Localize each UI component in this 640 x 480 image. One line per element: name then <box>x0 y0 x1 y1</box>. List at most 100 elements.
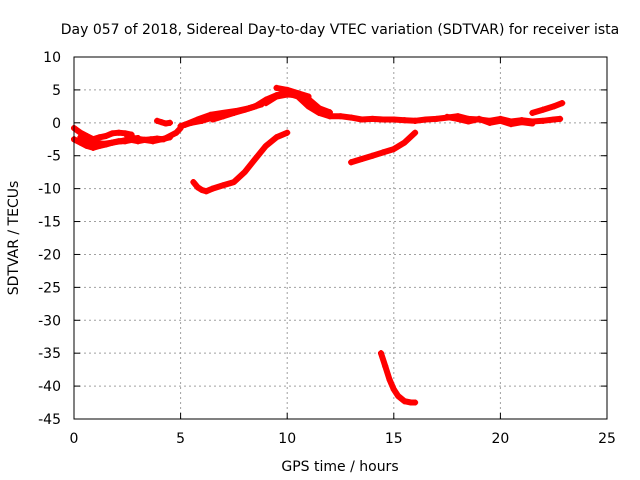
data-point <box>252 156 259 163</box>
data-point <box>358 116 365 123</box>
y-tick-label: -30 <box>38 313 61 329</box>
data-point <box>294 90 301 97</box>
data-point <box>378 350 385 357</box>
series-line <box>273 84 312 100</box>
data-point <box>90 144 97 151</box>
data-point <box>262 100 269 107</box>
data-point <box>412 117 419 124</box>
data-point <box>386 376 393 383</box>
data-point <box>550 103 557 110</box>
series-arc-11 <box>190 129 291 195</box>
data-point <box>149 138 156 145</box>
data-point <box>77 134 84 141</box>
chart-title: Day 057 of 2018, Sidereal Day-to-day VTE… <box>61 22 619 38</box>
data-point <box>380 116 387 123</box>
series-arc-16 <box>529 100 566 116</box>
data-point <box>207 111 214 118</box>
series-arc-4 <box>124 132 173 145</box>
data-point <box>181 121 188 128</box>
series-arc-5 <box>154 117 173 127</box>
data-point <box>194 184 201 191</box>
y-tick-label: -35 <box>38 346 61 362</box>
data-point <box>401 117 408 124</box>
data-point <box>316 105 323 112</box>
y-axis-label: SDTVAR / TECUs <box>6 181 22 296</box>
data-point <box>141 136 148 143</box>
data-point <box>390 386 397 393</box>
data-point <box>497 117 504 124</box>
data-point <box>380 149 387 156</box>
x-tick-label: 10 <box>278 431 296 447</box>
data-point <box>284 129 291 136</box>
data-point <box>115 129 122 136</box>
y-tick-label: -10 <box>38 182 61 198</box>
x-axis-label: GPS time / hours <box>281 459 398 475</box>
data-point <box>241 106 248 113</box>
data-point <box>337 113 344 120</box>
data-point <box>369 152 376 159</box>
data-point <box>348 159 355 166</box>
data-point <box>190 179 197 186</box>
data-point <box>109 130 116 137</box>
series-arc-12 <box>348 129 419 166</box>
series-line <box>190 129 291 195</box>
data-point <box>540 106 547 113</box>
data-point <box>166 134 173 141</box>
data-point <box>154 117 161 124</box>
y-tick-label: -5 <box>47 149 61 165</box>
data-point <box>390 116 397 123</box>
data-point <box>117 138 124 145</box>
data-point <box>401 398 408 405</box>
data-point <box>209 185 216 192</box>
data-point <box>194 116 201 123</box>
data-point <box>230 179 237 186</box>
data-point <box>395 392 402 399</box>
data-point <box>518 119 525 126</box>
data-point <box>444 113 451 120</box>
data-point <box>476 115 483 122</box>
axis-ticks <box>73 56 608 420</box>
x-tick-labels: 0 5 10 15 20 25 <box>70 431 616 447</box>
data-point <box>241 169 248 176</box>
data-point <box>559 100 566 107</box>
data-point <box>220 182 227 189</box>
data-point <box>158 136 165 143</box>
data-point <box>262 142 269 149</box>
y-tick-label: 5 <box>52 83 61 99</box>
data-point <box>550 116 557 123</box>
x-tick-label: 0 <box>70 431 79 447</box>
x-tick-label: 25 <box>598 431 616 447</box>
data-point <box>326 109 333 116</box>
data-point <box>273 134 280 141</box>
data-point <box>422 116 429 123</box>
data-point <box>166 119 173 126</box>
data-point <box>173 129 180 136</box>
data-point <box>305 93 312 100</box>
data-point <box>77 139 84 146</box>
x-tick-label: 20 <box>491 431 509 447</box>
data-point <box>433 115 440 122</box>
data-point <box>284 86 291 93</box>
data-point <box>358 156 365 163</box>
data-point <box>305 103 312 110</box>
y-tick-label: -40 <box>38 379 61 395</box>
data-point <box>203 188 210 195</box>
data-point <box>412 129 419 136</box>
y-tick-label: -20 <box>38 247 61 263</box>
data-point <box>348 114 355 121</box>
y-tick-labels: 10 5 0 -5 -10 -15 -20 -25 -30 -35 -40 -45 <box>38 50 61 428</box>
data-point <box>252 103 259 110</box>
data-point <box>109 139 116 146</box>
data-point <box>454 115 461 122</box>
grid-lines <box>74 57 607 419</box>
data-point <box>401 139 408 146</box>
x-tick-label: 5 <box>176 431 185 447</box>
y-tick-label: 0 <box>52 116 61 132</box>
data-point <box>209 116 216 123</box>
data-point <box>369 115 376 122</box>
series-arc-8 <box>209 103 259 123</box>
y-tick-label: -15 <box>38 215 61 231</box>
data-point <box>96 134 103 141</box>
series-arc-13 <box>378 350 419 406</box>
data-point <box>132 135 139 142</box>
